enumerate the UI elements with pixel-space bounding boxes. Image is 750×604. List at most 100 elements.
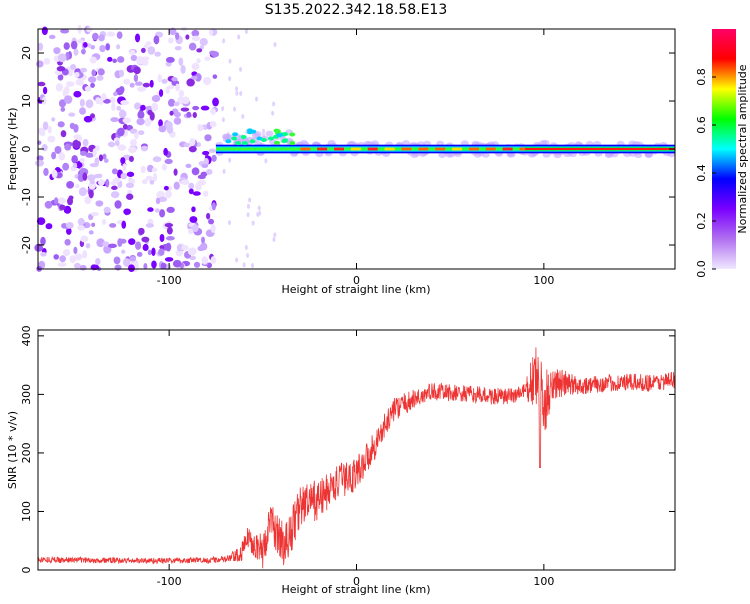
spectrogram-noise-cell bbox=[80, 235, 89, 243]
spectrogram-noise-cell bbox=[189, 216, 198, 223]
spectrogram-noise-cell bbox=[64, 143, 72, 151]
spectrogram-noise-cell bbox=[181, 244, 189, 251]
spectrogram-noise-cell bbox=[85, 243, 91, 249]
spectrogram-noise-cell bbox=[258, 210, 262, 216]
spectrogram-band-core bbox=[215, 147, 675, 151]
spectrogram-noise-cell bbox=[164, 222, 174, 228]
spectrogram-noise-cell bbox=[99, 44, 106, 53]
spectrogram-noise-cell bbox=[83, 115, 93, 123]
spectrogram-noise-cell bbox=[164, 257, 174, 262]
x-tick-label: 100 bbox=[533, 274, 554, 287]
spectrogram-noise-cell bbox=[62, 162, 70, 171]
colorbar-tick-label: 0.6 bbox=[695, 116, 708, 134]
spectrogram-noise-cell bbox=[159, 234, 165, 242]
spectrogram-noise-cell bbox=[64, 238, 71, 246]
spectrogram-noise-cell bbox=[235, 90, 239, 96]
spectrogram-noise-cell bbox=[126, 171, 135, 177]
spectrogram-noise-cell bbox=[111, 185, 118, 191]
spectrogram-noise-cell bbox=[211, 51, 220, 58]
spectrogram-noise-cell bbox=[120, 172, 127, 180]
spectrogram-noise-cell bbox=[90, 82, 95, 88]
spectrogram-noise-cell bbox=[246, 253, 250, 259]
spectrogram-noise-cell bbox=[37, 127, 46, 136]
spectrogram-noise-cell bbox=[101, 219, 107, 225]
spectrogram-signal-band bbox=[215, 128, 676, 159]
spectrogram-noise-cell bbox=[159, 245, 165, 250]
spectrogram-noise-cell bbox=[42, 86, 48, 95]
spectrogram-noise-cell bbox=[44, 200, 53, 209]
spectrogram-noise-cell bbox=[85, 99, 94, 109]
spectrogram-noise-cell bbox=[136, 251, 143, 257]
spectrogram-band-cell bbox=[553, 152, 562, 159]
spectrogram-noise-cell bbox=[54, 146, 62, 154]
spectrogram-noise-cell bbox=[98, 154, 104, 162]
spectrogram-noise-cell bbox=[35, 159, 45, 167]
spectrogram-noise-cell bbox=[145, 41, 152, 46]
spectrogram-noise-cell bbox=[172, 259, 182, 268]
spectrogram-noise-cell bbox=[123, 78, 131, 85]
spectrogram-noise-cell bbox=[222, 38, 226, 44]
spectrogram-noise-cell bbox=[110, 117, 119, 123]
spectrogram-noise-cell bbox=[134, 241, 142, 250]
spectrogram-noise-cell bbox=[73, 90, 82, 98]
spectrogram-noise-cell bbox=[202, 76, 212, 86]
spectrogram-noise-cell bbox=[40, 251, 47, 257]
spectrogram-noise-cell bbox=[160, 262, 167, 270]
spectrogram-noise-cell bbox=[191, 206, 196, 213]
spectrogram-noise-cell bbox=[137, 86, 147, 92]
spectrogram-noise-cell bbox=[271, 110, 275, 116]
spectrogram-noise-cell bbox=[180, 179, 190, 185]
spectrogram-band-cell bbox=[289, 141, 296, 146]
spectrogram-noise-cell bbox=[188, 146, 197, 153]
spectrogram-noise-cell bbox=[152, 156, 162, 163]
spectrogram-noise-cell bbox=[110, 181, 118, 186]
spectrogram-noise-cell bbox=[143, 262, 148, 270]
spectrogram-noise-cell bbox=[120, 157, 126, 165]
spectrogram-noise-cell bbox=[140, 165, 146, 174]
spectrogram-noise-cell bbox=[73, 48, 79, 56]
spectrogram-noise-cell bbox=[204, 56, 211, 62]
spectrogram-noise-cell bbox=[165, 242, 172, 252]
spectrogram-noise-cell bbox=[95, 258, 101, 265]
spectrogram-noise-cell bbox=[133, 74, 139, 82]
spectrogram-noise-cell bbox=[186, 78, 195, 87]
spectrogram-noise-cell bbox=[264, 158, 268, 164]
spectrogram-band-peak bbox=[452, 147, 463, 151]
spectrogram-noise-cell bbox=[47, 125, 52, 134]
spectrogram-noise-cell bbox=[178, 90, 185, 97]
spectrogram-band-cell bbox=[265, 130, 274, 137]
spectrogram-band-peak bbox=[401, 147, 412, 151]
spectrogram-noise-cell bbox=[51, 169, 58, 179]
spectrogram-noise-cell bbox=[173, 117, 182, 125]
spectrogram-noise-cell bbox=[196, 142, 202, 147]
spectrogram-noise-cell bbox=[48, 34, 56, 40]
spectrogram-noise-cell bbox=[101, 93, 107, 101]
spectrogram-noise-cell bbox=[60, 28, 70, 34]
spectrogram-noise-cell bbox=[163, 185, 169, 191]
spectrogram-noise-cell bbox=[228, 58, 232, 64]
spectrogram-noise-cell bbox=[154, 51, 161, 57]
spectrogram-noise-cell bbox=[71, 155, 78, 164]
spectrogram-band-cell bbox=[225, 139, 232, 144]
colorbar-gradient bbox=[712, 29, 736, 269]
spectrogram-noise-cell bbox=[206, 168, 213, 175]
spectrogram-noise-cell bbox=[158, 125, 167, 133]
spectrogram-noise-cell bbox=[122, 162, 127, 171]
spectrogram-noise-cell bbox=[254, 96, 258, 102]
spectrogram-noise-cell bbox=[166, 125, 174, 134]
spectrogram-noise-cell bbox=[106, 31, 116, 37]
y-tick-label: 20 bbox=[20, 46, 33, 60]
spectrogram-noise-cell bbox=[78, 187, 87, 197]
spectrogram-band-peak bbox=[418, 147, 429, 151]
spectrogram-noise-cell bbox=[196, 48, 203, 53]
y-tick-label: 200 bbox=[20, 442, 33, 463]
spectrogram-noise-cell bbox=[115, 140, 120, 147]
spectrogram-noise-cell bbox=[95, 145, 100, 152]
spectrogram-noise-cell bbox=[212, 97, 219, 107]
spectrogram-noise-cell bbox=[221, 106, 225, 112]
spectrogram-noise-cell bbox=[164, 158, 173, 165]
spectrogram-noise-cell bbox=[173, 181, 180, 190]
spectrogram-noise-cell bbox=[241, 113, 245, 119]
spectrogram-noise-cell bbox=[105, 43, 111, 51]
spectrogram-noise-cell bbox=[208, 218, 215, 225]
